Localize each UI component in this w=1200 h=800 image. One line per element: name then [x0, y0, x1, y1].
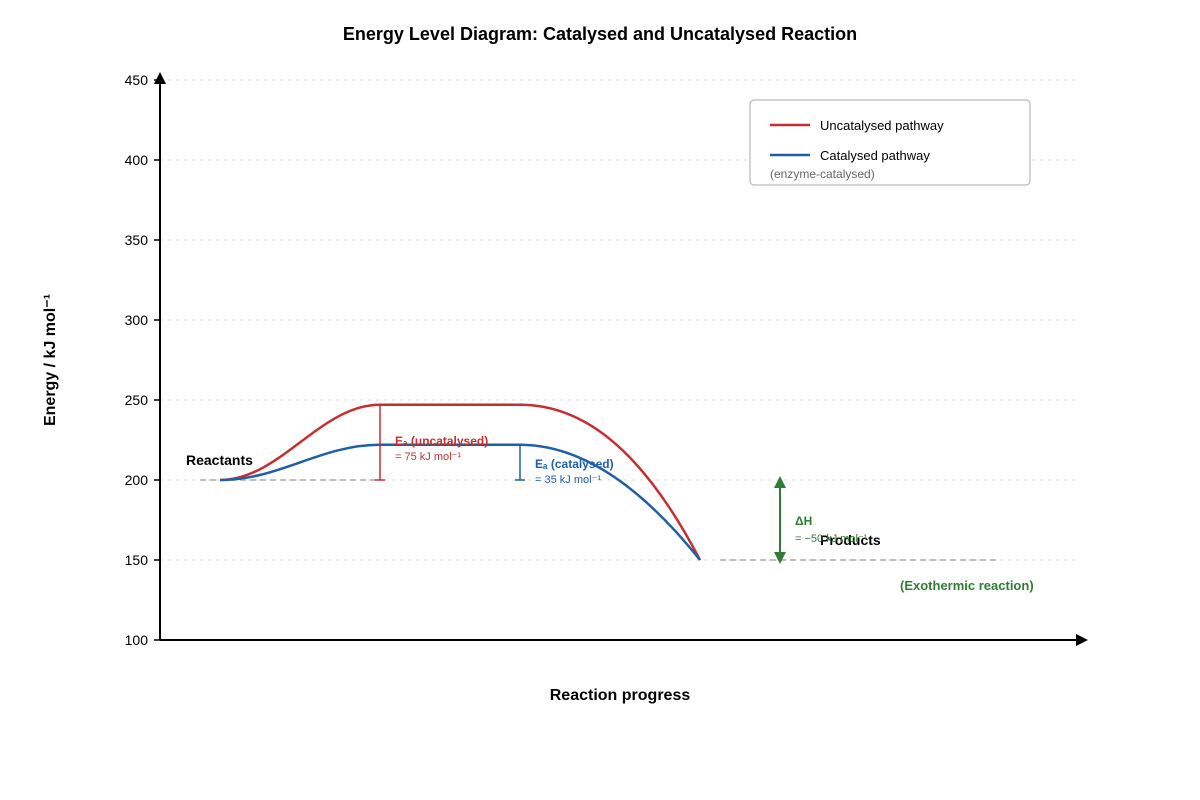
y-tick-label: 200: [125, 472, 149, 488]
legend-label-catalysed: Catalysed pathway: [820, 148, 930, 163]
y-tick-label: 350: [125, 232, 149, 248]
legend-note-catalysed: (enzyme-catalysed): [770, 167, 875, 181]
y-tick-label: 300: [125, 312, 149, 328]
delta-h-value: = −50 kJ mol⁻¹: [795, 533, 868, 545]
reactants-label: Reactants: [186, 452, 253, 468]
ea-catalysed-marker: [515, 444, 525, 481]
y-tick-label: 450: [125, 72, 149, 88]
series-line-uncatalysed: [219, 403, 702, 561]
chart-title: Energy Level Diagram: Catalysed and Unca…: [343, 24, 857, 44]
ea-uncatalysed-title: Eₐ (uncatalysed): [395, 434, 488, 448]
x-axis-arrow-icon: [1076, 634, 1088, 646]
y-axis-arrow-icon: [154, 72, 166, 84]
legend: Uncatalysed pathway Catalysed pathway (e…: [749, 99, 1031, 186]
ea-catalysed-value: = 35 kJ mol⁻¹: [535, 474, 601, 486]
delta-h-arrow: [774, 476, 786, 564]
x-axis-label: Reaction progress: [550, 687, 691, 704]
y-tick-label: 400: [125, 152, 149, 168]
y-ticks: 100 150 200 250 300 350 400 450: [125, 72, 160, 648]
ea-catalysed-title: Eₐ (catalysed): [535, 457, 614, 471]
reference-lines: [200, 479, 1000, 561]
y-axis-label: Energy / kJ mol⁻¹: [42, 294, 59, 426]
delta-h-title: ΔH: [795, 514, 812, 528]
y-tick-label: 250: [125, 392, 149, 408]
y-tick-label: 100: [125, 632, 149, 648]
legend-label-uncatalysed: Uncatalysed pathway: [820, 118, 944, 133]
ea-uncatalysed-value: = 75 kJ mol⁻¹: [395, 451, 461, 463]
delta-h-arrowhead-down-icon: [774, 552, 786, 564]
products-label: Products: [820, 532, 881, 548]
exothermic-label: (Exothermic reaction): [900, 578, 1034, 593]
ea-uncatalysed-marker: [375, 404, 385, 481]
y-tick-label: 150: [125, 552, 149, 568]
delta-h-arrowhead-up-icon: [774, 476, 786, 488]
legend-box: [749, 99, 1031, 186]
